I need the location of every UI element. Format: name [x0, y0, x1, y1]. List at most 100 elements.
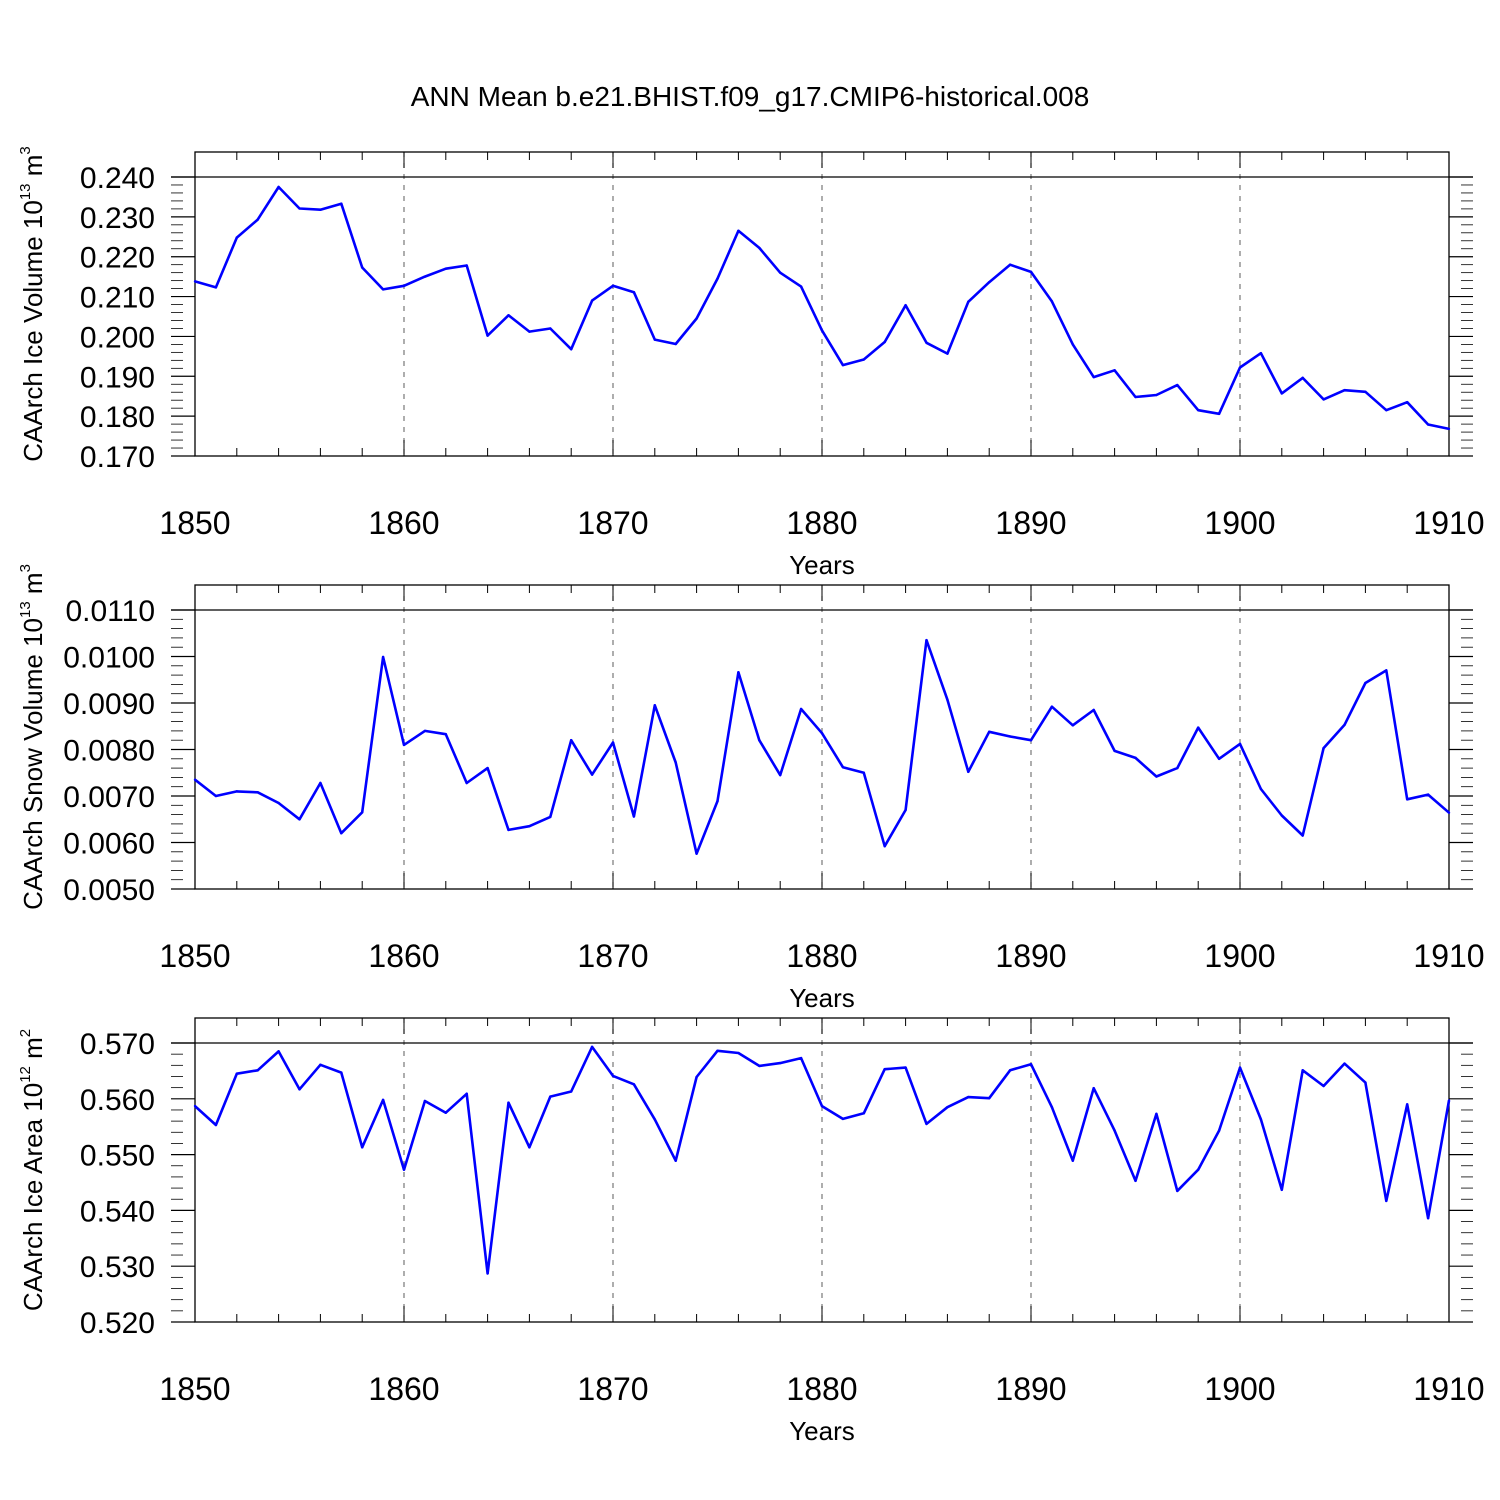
x-tick-label: 1860 — [368, 1371, 439, 1407]
data-point — [402, 743, 406, 747]
data-point — [298, 1088, 301, 1091]
data-point — [653, 1118, 656, 1121]
data-point — [883, 1068, 886, 1071]
data-point — [1197, 1168, 1200, 1171]
data-point — [277, 1050, 280, 1053]
x-tick-label: 1910 — [1413, 505, 1484, 541]
data-point — [779, 773, 782, 777]
data-point — [361, 1146, 364, 1149]
data-point — [799, 1056, 803, 1060]
data-point — [235, 790, 238, 793]
data-point — [1050, 1105, 1054, 1109]
data-point — [1217, 412, 1221, 415]
x-tick-label: 1890 — [995, 505, 1066, 541]
data-point — [423, 729, 427, 733]
data-point — [319, 208, 322, 211]
data-point — [1197, 726, 1200, 729]
data-point — [444, 1111, 447, 1114]
data-point — [1259, 1118, 1263, 1121]
data-point — [737, 1051, 740, 1055]
data-point — [549, 327, 552, 330]
y-tick-label: 0.0070 — [63, 781, 155, 814]
y-tick-label: 0.560 — [80, 1084, 155, 1117]
x-tick-label: 1880 — [786, 505, 857, 541]
data-point — [904, 304, 907, 307]
data-point — [340, 832, 343, 835]
data-point — [737, 671, 740, 674]
data-point — [1343, 389, 1346, 392]
data-point — [883, 340, 886, 344]
data-point — [1113, 749, 1116, 753]
x-tick-label: 1850 — [159, 505, 230, 541]
data-point — [214, 1123, 218, 1127]
y-tick-label: 0.190 — [80, 361, 155, 394]
data-point — [695, 1075, 698, 1079]
data-point — [1406, 400, 1409, 404]
data-point — [193, 280, 197, 283]
data-point — [1280, 814, 1284, 817]
panel-3: 0.520 0.530 0.540 0.550 0.560 0.570 1850 1860 18… — [17, 1017, 1485, 1446]
x-axis-label: Years — [789, 983, 855, 1013]
data-point — [1238, 742, 1242, 746]
data-point — [1238, 1066, 1242, 1069]
y-tick-label: 0.230 — [80, 202, 155, 235]
data-point — [1280, 392, 1284, 395]
x-tick-label: 1860 — [368, 938, 439, 974]
y-tick-label: 0.220 — [80, 242, 155, 275]
x-axis-label: Years — [789, 1416, 855, 1446]
data-point — [904, 1066, 907, 1069]
data-point — [528, 1146, 531, 1149]
data-point — [549, 1095, 552, 1098]
data-point — [1008, 1069, 1012, 1072]
data-point — [361, 266, 364, 269]
data-point — [1385, 408, 1388, 412]
data-point — [1113, 369, 1116, 372]
data-point — [946, 698, 949, 701]
data-point — [1238, 366, 1242, 369]
data-point — [1322, 746, 1325, 750]
data-point — [862, 771, 865, 774]
data-point — [988, 1097, 991, 1100]
x-tick-label: 1850 — [159, 938, 230, 974]
data-point — [256, 791, 259, 794]
data-point — [1406, 798, 1409, 801]
data-point — [570, 347, 573, 351]
data-point — [1217, 757, 1221, 760]
x-tick-label: 1900 — [1204, 505, 1275, 541]
data-point — [319, 1063, 322, 1066]
data-point — [256, 218, 259, 221]
data-point — [1176, 1189, 1179, 1193]
y-axis-label: CAArch Ice Volume 1013 m3 — [17, 146, 48, 462]
data-point — [1385, 1199, 1388, 1203]
data-point — [1217, 1129, 1221, 1132]
data-point — [1071, 343, 1075, 346]
data-point — [256, 1069, 259, 1072]
data-point — [1385, 669, 1388, 672]
data-point — [1301, 376, 1304, 380]
data-point — [1447, 811, 1451, 814]
data-point — [653, 338, 656, 341]
x-tick-label: 1850 — [159, 1371, 230, 1407]
data-point — [298, 818, 301, 821]
data-point — [653, 704, 656, 707]
data-point — [1322, 1084, 1325, 1088]
data-point — [465, 781, 468, 785]
x-tick-label: 1910 — [1413, 1371, 1484, 1407]
data-point — [465, 264, 468, 267]
data-point — [632, 1083, 636, 1086]
data-point — [340, 202, 343, 205]
data-point — [841, 765, 845, 769]
y-tick-label: 0.520 — [80, 1307, 155, 1340]
data-point — [1280, 1188, 1284, 1191]
chart-title: ANN Mean b.e21.BHIST.f09_g17.CMIP6-histo… — [411, 81, 1090, 112]
data-point — [779, 271, 782, 274]
data-point — [1008, 735, 1012, 738]
data-point — [444, 732, 447, 736]
data-point — [1301, 1069, 1304, 1072]
data-point — [925, 639, 928, 642]
data-point — [1343, 1062, 1346, 1065]
data-point — [1322, 398, 1325, 401]
data-point — [235, 1072, 238, 1075]
data-point — [988, 730, 991, 734]
data-point — [1364, 1081, 1367, 1084]
